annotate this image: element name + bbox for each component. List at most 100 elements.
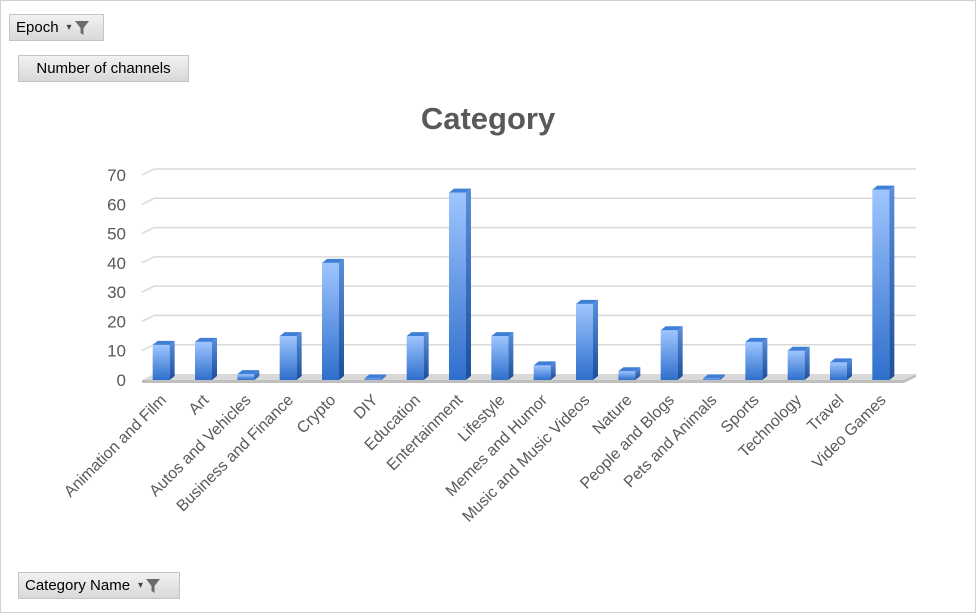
- bar-front: [406, 336, 424, 380]
- bar-side: [212, 337, 217, 380]
- bar-top: [195, 337, 217, 342]
- bar: [872, 185, 895, 380]
- bar-side: [635, 367, 641, 380]
- bar-side: [804, 346, 810, 380]
- bar-top: [830, 358, 852, 363]
- bar-front: [533, 365, 551, 380]
- bar-side: [169, 340, 175, 380]
- bar-front: [660, 330, 678, 380]
- bar-side: [847, 358, 852, 380]
- gridline: [141, 256, 916, 264]
- bar-top: [237, 370, 260, 375]
- x-tick-label: Video Games: [809, 392, 889, 472]
- bar-front: [618, 371, 636, 380]
- x-tick-label: Crypto: [294, 392, 339, 437]
- y-tick-label: 0: [117, 371, 126, 390]
- bar-side: [423, 332, 429, 380]
- bar-front: [279, 336, 297, 380]
- epoch-filter-label: Epoch: [16, 19, 59, 36]
- bar-front: [872, 189, 890, 380]
- bar-side: [254, 370, 260, 380]
- bar-side: [593, 299, 598, 380]
- bar-top: [406, 332, 429, 337]
- gridline: [141, 314, 916, 323]
- filter-funnel-icon: [146, 578, 161, 593]
- bar-side: [677, 326, 683, 380]
- bar-top: [279, 332, 302, 337]
- bar: [279, 332, 302, 380]
- bar-top: [449, 188, 471, 193]
- bar: [618, 367, 641, 380]
- bar-front: [195, 341, 212, 380]
- value-field-button[interactable]: Number of channels: [18, 55, 189, 82]
- bar: [703, 374, 725, 380]
- bar: [237, 370, 260, 380]
- bar: [449, 188, 471, 380]
- y-tick-label: 50: [107, 225, 126, 244]
- bar-top: [533, 361, 556, 366]
- bar-side: [381, 374, 387, 380]
- bar-top: [703, 374, 725, 379]
- bar: [830, 358, 852, 380]
- bar-top: [576, 299, 598, 304]
- value-field-label: Number of channels: [36, 60, 171, 77]
- bar: [787, 346, 810, 380]
- bar-side: [550, 361, 556, 380]
- bar-front: [237, 374, 255, 380]
- gridline: [141, 285, 916, 293]
- bar-side: [889, 185, 895, 380]
- bar: [491, 332, 514, 380]
- bar: [152, 340, 175, 380]
- bar-side: [339, 258, 344, 380]
- chevron-down-icon: ▾: [66, 22, 72, 33]
- bar-top: [872, 185, 895, 190]
- bar: [195, 337, 217, 380]
- y-tick-label: 40: [107, 254, 126, 273]
- bar: [660, 326, 683, 380]
- bar-front: [830, 362, 847, 380]
- x-tick-label: Art: [186, 391, 213, 418]
- bar: [576, 299, 598, 380]
- bar-top: [660, 326, 683, 331]
- bar: [322, 258, 344, 380]
- bar-top: [787, 346, 810, 351]
- bar-top: [364, 374, 387, 379]
- bar-front: [576, 303, 593, 380]
- bar-front: [364, 378, 382, 380]
- gridline: [141, 168, 916, 176]
- bar-front: [449, 192, 466, 380]
- bar: [533, 361, 556, 380]
- y-tick-label: 70: [107, 166, 126, 185]
- bar-top: [491, 332, 514, 337]
- category-filter-button[interactable]: Category Name ▾: [18, 572, 180, 599]
- bar-top: [618, 367, 641, 372]
- gridline: [141, 197, 916, 205]
- y-tick-label: 10: [107, 342, 126, 361]
- y-tick-label: 30: [107, 283, 126, 302]
- epoch-filter-button[interactable]: Epoch ▾: [9, 14, 104, 41]
- y-tick-label: 20: [107, 312, 126, 331]
- bar-side: [466, 188, 471, 380]
- bar-side: [508, 332, 514, 380]
- bars: [152, 185, 895, 380]
- bar-front: [787, 350, 805, 380]
- gridline: [141, 226, 916, 235]
- bar-front: [491, 336, 509, 380]
- bar: [745, 337, 768, 380]
- bar-front: [322, 262, 339, 380]
- x-tick-label: DIY: [351, 392, 382, 423]
- filter-funnel-icon: [74, 20, 89, 35]
- bar-top: [745, 337, 768, 342]
- bar-front: [745, 341, 763, 380]
- bar-front: [152, 344, 170, 380]
- chart-floor-edge: [142, 374, 916, 383]
- bar-top: [152, 340, 175, 345]
- y-axis: 0 10 20 30 40 50 60 70: [107, 166, 126, 390]
- bar-side: [296, 332, 302, 380]
- bar-side: [762, 337, 768, 380]
- chart-title: Category: [421, 101, 556, 136]
- bar-side: [720, 374, 725, 380]
